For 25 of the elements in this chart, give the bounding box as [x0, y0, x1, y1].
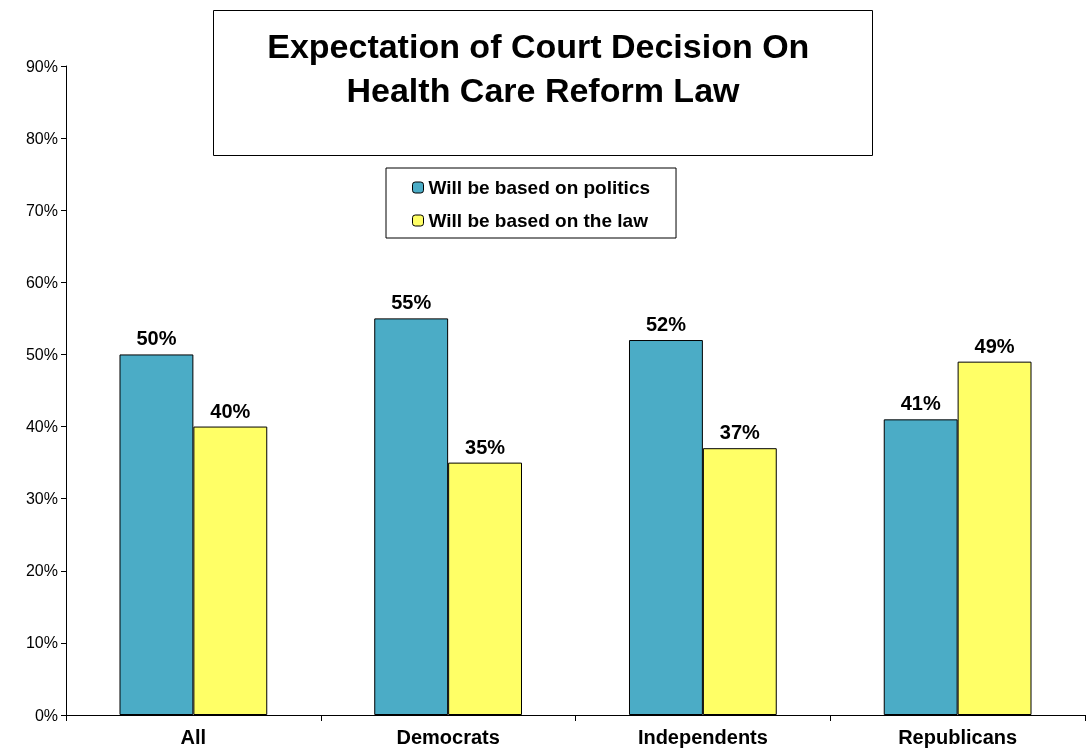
data-label: 41% — [900, 392, 941, 415]
x-tick-label: Republicans — [898, 726, 1018, 748]
x-tick-label: Democrats — [396, 726, 500, 748]
y-tick-label: 20% — [25, 562, 58, 580]
data-label: 37% — [719, 421, 761, 444]
data-label: 55% — [391, 291, 432, 314]
y-tick-label: 90% — [25, 57, 58, 75]
y-tick-label: 80% — [25, 129, 58, 147]
data-label: 52% — [645, 313, 687, 336]
y-tick-label: 70% — [25, 201, 58, 219]
y-tick-label: 60% — [25, 273, 58, 291]
data-label: 49% — [974, 334, 1015, 357]
data-label: 35% — [465, 435, 506, 458]
legend-label: Will be based on the law — [428, 210, 649, 231]
y-tick-label: 50% — [25, 345, 58, 363]
data-label: 50% — [136, 327, 177, 350]
y-tick-label: 0% — [34, 706, 58, 724]
data-label: 40% — [210, 399, 251, 422]
y-tick-label: 10% — [25, 634, 58, 652]
chart-title: Expectation of Court Decision On Health Care Reform Law — [267, 27, 819, 109]
y-tick-label: 30% — [25, 490, 58, 508]
y-tick-label: 40% — [25, 418, 58, 436]
legend-label: Will be based on politics — [428, 177, 651, 198]
x-tick-label: All — [180, 726, 207, 748]
x-tick-label: Independents — [637, 726, 768, 748]
